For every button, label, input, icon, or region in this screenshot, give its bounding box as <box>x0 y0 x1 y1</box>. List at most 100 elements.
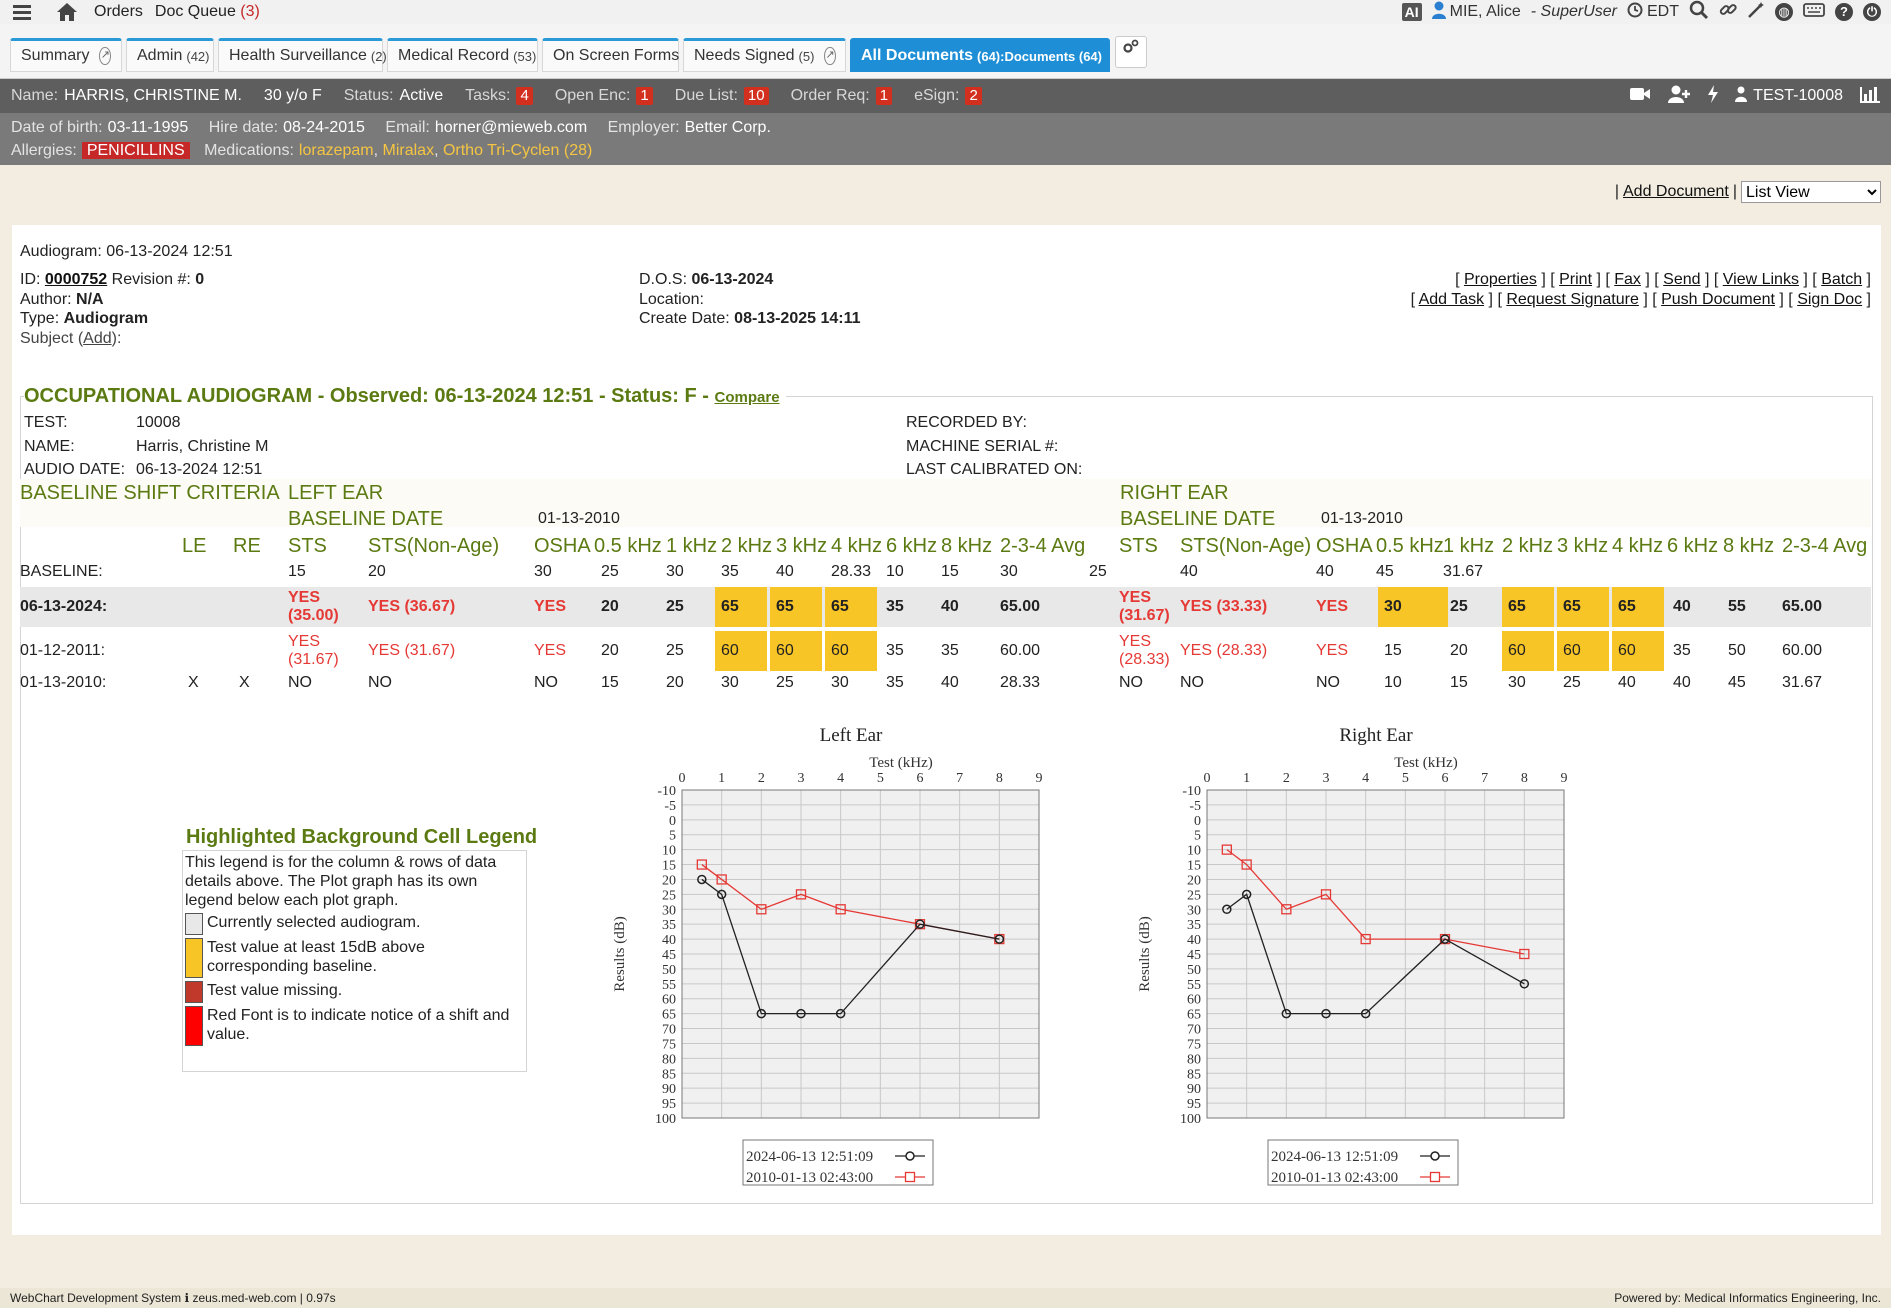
tab-medical-record[interactable]: Medical Record (53) <box>387 38 538 72</box>
cell-background <box>1378 587 1448 627</box>
separator: , <box>373 142 383 159</box>
send-link[interactable]: Send <box>1663 271 1701 288</box>
view-links-link[interactable]: View Links <box>1722 271 1799 288</box>
print-link[interactable]: Print <box>1559 271 1593 288</box>
open-enc-badge[interactable]: 1 <box>636 87 653 105</box>
left-freq-value: 65.00 <box>1000 598 1041 615</box>
tasks-badge[interactable]: 4 <box>516 87 533 105</box>
batch-link[interactable]: Batch <box>1821 271 1863 288</box>
y-tick-label: 45 <box>662 948 676 963</box>
help-icon[interactable]: ? <box>1835 3 1853 21</box>
esign-label[interactable]: eSign: <box>914 87 960 104</box>
add-task-link[interactable]: Add Task <box>1418 290 1485 308</box>
search-icon[interactable] <box>1689 0 1709 25</box>
legend-swatch-red-font <box>185 1006 203 1046</box>
tasks-label[interactable]: Tasks: <box>465 87 511 104</box>
type-value: Audiogram <box>63 310 149 327</box>
due-list-label[interactable]: Due List: <box>674 87 738 104</box>
menu-icon[interactable] <box>12 2 32 22</box>
data-point <box>1519 948 1530 960</box>
push-document-link[interactable]: Push Document <box>1661 290 1775 308</box>
y-tick-label: 15 <box>662 859 676 874</box>
name-label: NAME: <box>24 437 75 455</box>
video-icon[interactable] <box>1629 86 1651 107</box>
y-tick-label: -10 <box>657 784 676 799</box>
name-label: Name: <box>11 87 59 104</box>
fax-link[interactable]: Fax <box>1614 271 1641 288</box>
left-freq-value: 65 <box>721 598 739 615</box>
subject-add-link[interactable]: Add <box>83 329 112 347</box>
left-freq-value: 20 <box>601 642 619 659</box>
row-date: 01-12-2011: <box>20 642 106 659</box>
keyboard-icon[interactable] <box>1803 2 1825 23</box>
order-req-badge[interactable]: 1 <box>875 87 893 105</box>
medication-item[interactable]: lorazepam <box>298 142 374 159</box>
tab-needs-signed[interactable]: Needs Signed (5) ↗ <box>683 38 846 72</box>
chart-xlabel: Test (kHz) <box>1394 755 1458 771</box>
document-id-link[interactable]: 0000752 <box>44 271 108 288</box>
y-tick-label: 30 <box>662 903 676 918</box>
medication-item[interactable]: Ortho Tri-Cyclen (28) <box>442 142 593 159</box>
medication-item[interactable]: Miralax <box>382 142 435 159</box>
power-icon[interactable]: ⏻ <box>1863 3 1881 21</box>
tab-settings-button[interactable] <box>1115 36 1147 68</box>
y-tick-label: 25 <box>1187 888 1201 903</box>
baseline-value: 30 <box>1000 563 1018 580</box>
request-signature-link[interactable]: Request Signature <box>1506 290 1639 308</box>
due-list-badge[interactable]: 10 <box>743 87 769 105</box>
view-select[interactable]: List View <box>1741 181 1881 203</box>
ai-button[interactable]: AI <box>1401 3 1422 21</box>
footer-powered-by: Powered by: Medical Informatics Engineer… <box>1614 1291 1881 1305</box>
y-tick-label: 20 <box>1187 873 1201 888</box>
doc-queue-link[interactable]: Doc Queue (3) <box>155 3 260 21</box>
tab-health-surveillance[interactable]: Health Surveillance (2) <box>218 38 387 72</box>
add-document-link[interactable]: Add Document <box>1623 183 1729 200</box>
user-name[interactable]: MIE, Alice <box>1449 3 1521 20</box>
legend-swatch-missing <box>185 981 203 1003</box>
external-link-icon[interactable]: ↗ <box>824 47 836 65</box>
right-sts-nonage: NO <box>1180 674 1204 691</box>
add-user-icon[interactable] <box>1667 85 1691 108</box>
cell-background <box>20 479 1871 527</box>
row-le: X <box>188 674 199 691</box>
baseline-value: 10 <box>886 563 904 580</box>
top-navigation-bar: Orders Doc Queue (3) AI MIE, Alice - Sup… <box>0 0 1891 24</box>
document-title: Audiogram: 06-13-2024 12:51 <box>20 243 233 260</box>
sign-doc-link[interactable]: Sign Doc <box>1797 290 1863 308</box>
audio-date-value: 06-13-2024 12:51 <box>136 461 263 478</box>
baseline-value: 40 <box>776 563 794 580</box>
compare-link[interactable]: Compare <box>714 389 780 406</box>
tab-on-screen-forms[interactable]: On Screen Forms <box>542 38 679 72</box>
tab-admin[interactable]: Admin (42) <box>126 38 214 72</box>
links-icon[interactable] <box>1719 1 1737 24</box>
patient-name[interactable]: HARRIS, CHRISTINE M. <box>64 87 242 104</box>
right-freq-value: 45 <box>1728 674 1746 691</box>
external-link-icon[interactable]: ↗ <box>99 47 111 65</box>
magic-wand-icon[interactable] <box>1747 1 1765 24</box>
data-point <box>796 1008 806 1019</box>
email[interactable]: horner@mieweb.com <box>434 119 588 136</box>
tab-summary[interactable]: Summary ↗ <box>10 38 122 72</box>
user-role: - SuperUser <box>1530 3 1617 20</box>
data-point <box>1281 1008 1292 1019</box>
orders-link[interactable]: Orders <box>94 3 143 20</box>
right-freq-value: 60.00 <box>1782 642 1823 659</box>
lightning-icon[interactable] <box>1707 84 1719 108</box>
bar-chart-icon[interactable] <box>1859 85 1881 108</box>
y-tick-label: 80 <box>662 1052 676 1067</box>
tab-label: Admin <box>137 47 183 64</box>
properties-link[interactable]: Properties <box>1463 271 1537 288</box>
open-enc-label[interactable]: Open Enc: <box>554 87 631 104</box>
esign-badge[interactable]: 2 <box>965 87 982 105</box>
data-point <box>696 859 707 870</box>
allergy-badge[interactable]: PENICILLINS <box>81 142 190 159</box>
home-icon[interactable] <box>56 2 77 22</box>
series-line <box>701 878 1000 1015</box>
tab-all-documents[interactable]: All Documents (64):Documents (64) <box>850 38 1110 72</box>
order-req-label[interactable]: Order Req: <box>790 87 870 104</box>
x-tick-label: 0 <box>679 771 686 786</box>
row-date: 01-13-2010: <box>20 674 107 691</box>
x-tick-label: 1 <box>718 771 725 786</box>
left-freq-value: 60.00 <box>1000 642 1041 659</box>
globe-icon[interactable]: ◍ <box>1775 3 1793 21</box>
